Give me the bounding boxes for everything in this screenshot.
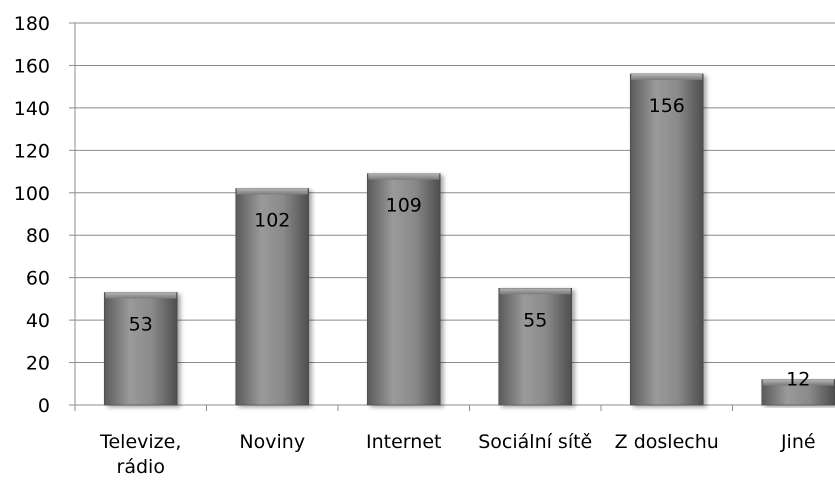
axes bbox=[69, 22, 835, 411]
data-labels: 53 102 109 55 156 12 bbox=[129, 95, 811, 391]
x-category-label-line-2-0: Internet bbox=[366, 431, 441, 453]
x-category-labels: Televize, rádio Noviny Internet Sociální sít… bbox=[99, 431, 815, 478]
bar-top-highlight-1 bbox=[236, 188, 308, 195]
data-label-2: 109 bbox=[386, 195, 422, 217]
y-tick-label-140: 140 bbox=[14, 98, 50, 120]
bar-0 bbox=[103, 292, 178, 406]
x-category-label-line-0-1: rádio bbox=[117, 456, 165, 478]
data-label-1: 102 bbox=[254, 210, 290, 232]
data-label-4: 156 bbox=[649, 95, 685, 117]
bar-group-0 bbox=[103, 292, 178, 406]
x-category-label-5: Jiné bbox=[780, 431, 816, 453]
bar-group-3 bbox=[498, 287, 573, 406]
y-tick-label-120: 120 bbox=[14, 140, 50, 162]
y-tick-labels: 0 20 40 60 80 100 120 140 160 180 bbox=[14, 13, 50, 417]
bar-top-highlight-0 bbox=[105, 292, 177, 299]
bar-group-5 bbox=[761, 379, 835, 406]
data-label-0: 53 bbox=[129, 314, 153, 336]
data-label-3: 55 bbox=[523, 309, 547, 331]
y-tick-label-80: 80 bbox=[26, 225, 50, 247]
bar-top-highlight-4 bbox=[631, 73, 703, 80]
x-category-label-line-5-0: Jiné bbox=[780, 431, 816, 453]
bar-group-2 bbox=[366, 173, 441, 406]
y-tick-label-60: 60 bbox=[26, 268, 50, 290]
bar-4 bbox=[629, 73, 704, 406]
grid-lines bbox=[75, 22, 835, 364]
x-category-label-4: Z doslechu bbox=[615, 431, 719, 453]
x-category-label-line-4-0: Z doslechu bbox=[615, 431, 719, 453]
x-category-label-3: Sociální sítě bbox=[478, 431, 592, 453]
bars bbox=[103, 73, 835, 406]
bar-3 bbox=[498, 287, 573, 406]
bar-group-1 bbox=[235, 188, 310, 406]
x-category-label-line-3-0: Sociální sítě bbox=[478, 431, 592, 453]
y-tick-label-180: 180 bbox=[14, 13, 50, 35]
x-category-label-2: Internet bbox=[366, 431, 441, 453]
y-tick-label-160: 160 bbox=[14, 55, 50, 77]
bar-top-highlight-5 bbox=[762, 379, 834, 386]
y-tick-label-40: 40 bbox=[26, 310, 50, 332]
bar-2 bbox=[366, 173, 441, 406]
bar-top-highlight-3 bbox=[499, 288, 571, 295]
bar-1 bbox=[235, 188, 310, 406]
data-label-5: 12 bbox=[786, 369, 810, 391]
x-category-label-1: Noviny bbox=[239, 431, 305, 453]
y-tick-label-100: 100 bbox=[14, 183, 50, 205]
bar-top-highlight-2 bbox=[368, 173, 440, 180]
y-tick-label-20: 20 bbox=[26, 353, 50, 375]
x-category-label-line-0-0: Televize, bbox=[99, 431, 181, 453]
bar-group-4 bbox=[629, 73, 704, 406]
y-tick-label-0: 0 bbox=[38, 395, 50, 417]
x-category-label-line-1-0: Noviny bbox=[239, 431, 305, 453]
x-category-label-0: Televize, rádio bbox=[99, 431, 181, 478]
